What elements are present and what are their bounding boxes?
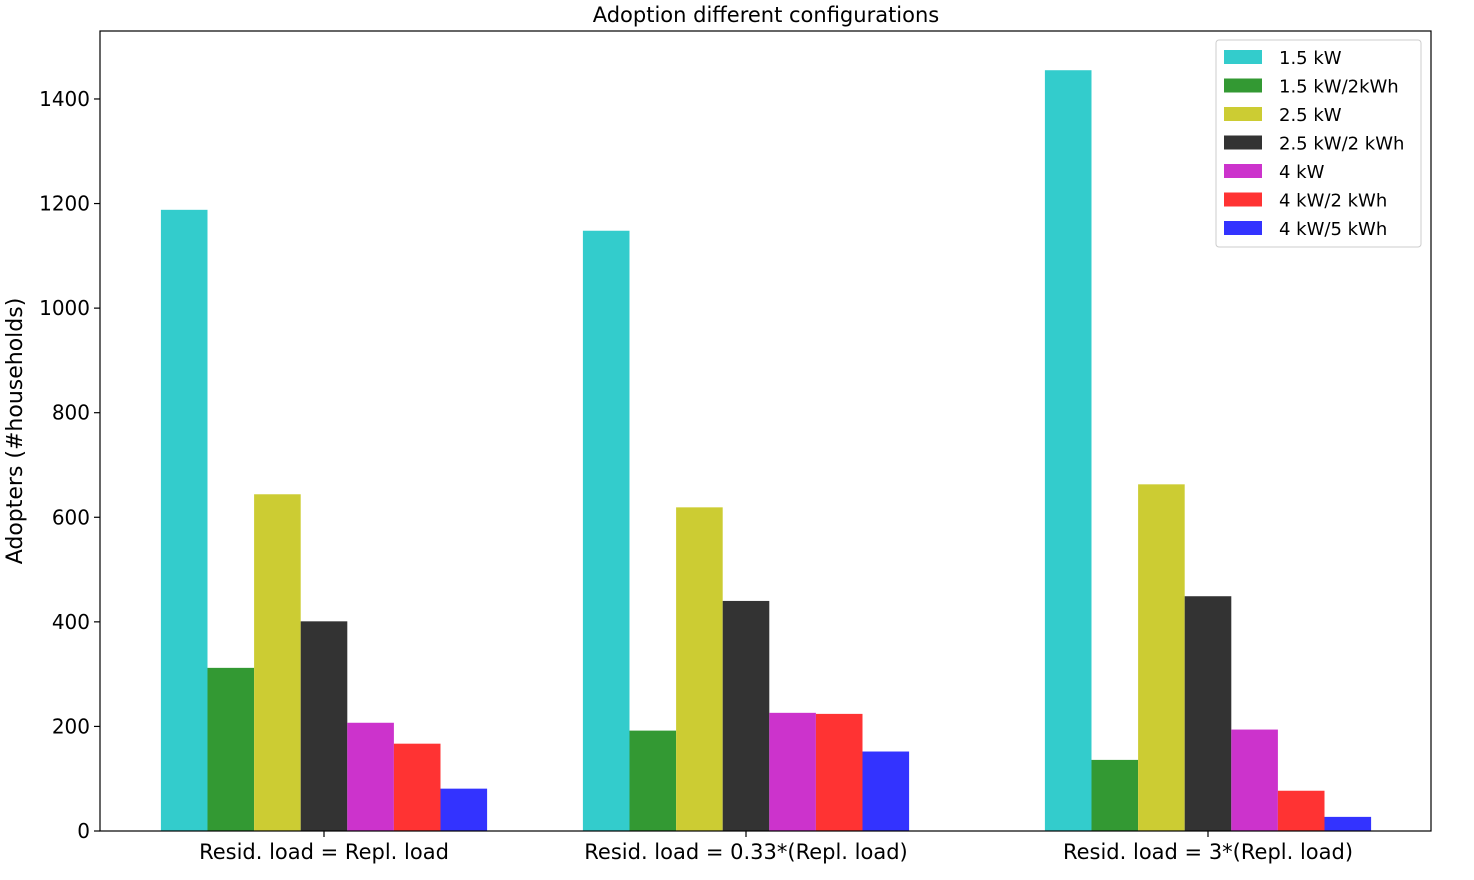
bars-layer [160, 70, 1372, 832]
bar-2-5-kw-group-1 [254, 494, 301, 831]
y-tick-label: 0 [77, 819, 90, 843]
bar-4-kw-group-1 [347, 722, 394, 831]
plot-area-frame [99, 30, 1432, 832]
y-tick-label: 1000 [39, 296, 90, 320]
y-tick-label: 400 [52, 610, 90, 634]
legend-label-1-5-kw-2kwh: 1.5 kW/2kWh [1279, 77, 1399, 98]
legend-label-2-5-kw-2-kwh: 2.5 kW/2 kWh [1279, 134, 1404, 155]
bar-1-5-kw-2kwh-group-1 [207, 667, 255, 831]
legend-label-2-5-kw: 2.5 kW [1279, 105, 1342, 126]
legend-box [1215, 39, 1422, 248]
y-axis-label: Adopters (#households) [3, 298, 28, 565]
legend-swatch-2-5-kw-2-kwh [1224, 135, 1262, 150]
bar-4-kw-5-kwh-group-2 [862, 751, 910, 831]
bar-1-5-kw-2kwh-group-2 [629, 730, 677, 831]
bar-2-5-kw-2-kwh-group-1 [300, 621, 348, 831]
y-tick-label: 1400 [39, 87, 90, 111]
bar-4-kw-2-kwh-group-1 [393, 743, 441, 831]
bar-2-5-kw-2-kwh-group-3 [1184, 596, 1232, 831]
legend: 1.5 kW 1.5 kW/2kWh 2.5 kW 2.5 kW/2 kWh 4 kW 4… [1215, 39, 1422, 248]
bar-2-5-kw-group-3 [1138, 484, 1185, 831]
bar-4-kw-group-2 [769, 712, 816, 831]
bar-2-5-kw-group-2 [676, 507, 723, 831]
bar-1-5-kw-group-3 [1044, 70, 1092, 832]
bar-4-kw-5-kwh-group-3 [1324, 816, 1372, 831]
legend-swatch-1-5-kw [1224, 50, 1262, 64]
x-axis-ticks: Resid. load = Repl. load Resid. load = 0.… [199, 831, 1353, 864]
y-axis-ticks: 0 200 400 600 800 1000 1200 1400 [39, 87, 100, 843]
bar-1-5-kw-group-1 [160, 209, 208, 831]
legend-swatch-4-kw-5-kwh [1224, 221, 1262, 235]
y-tick-label: 600 [52, 505, 90, 529]
bar-4-kw-2-kwh-group-3 [1277, 790, 1325, 831]
legend-label-4-kw-5-kwh: 4 kW/5 kWh [1279, 219, 1387, 240]
bar-2-5-kw-2-kwh-group-2 [722, 600, 770, 831]
y-tick-label: 800 [52, 401, 90, 425]
chart-title: Adoption different configurations [593, 3, 940, 27]
legend-swatch-4-kw-2-kwh [1224, 192, 1262, 207]
legend-label-4-kw-2-kwh: 4 kW/2 kWh [1279, 191, 1387, 212]
legend-label-1-5-kw: 1.5 kW [1279, 48, 1342, 69]
bar-4-kw-5-kwh-group-1 [440, 788, 488, 831]
bar-4-kw-group-3 [1231, 729, 1278, 831]
y-tick-label: 1200 [39, 192, 90, 216]
legend-swatch-4-kw [1224, 164, 1262, 178]
x-tick-label: Resid. load = 3*(Repl. load) [1063, 840, 1353, 864]
legend-swatch-1-5-kw-2kwh [1224, 78, 1262, 93]
bar-1-5-kw-group-2 [582, 230, 630, 832]
y-tick-label: 200 [52, 714, 90, 738]
legend-label-4-kw: 4 kW [1279, 162, 1325, 183]
x-tick-label: Resid. load = Repl. load [199, 840, 449, 864]
bar-4-kw-2-kwh-group-2 [815, 713, 863, 831]
legend-swatch-2-5-kw [1224, 107, 1262, 121]
bar-1-5-kw-2kwh-group-3 [1091, 759, 1139, 831]
x-tick-label: Resid. load = 0.33*(Repl. load) [584, 840, 907, 864]
